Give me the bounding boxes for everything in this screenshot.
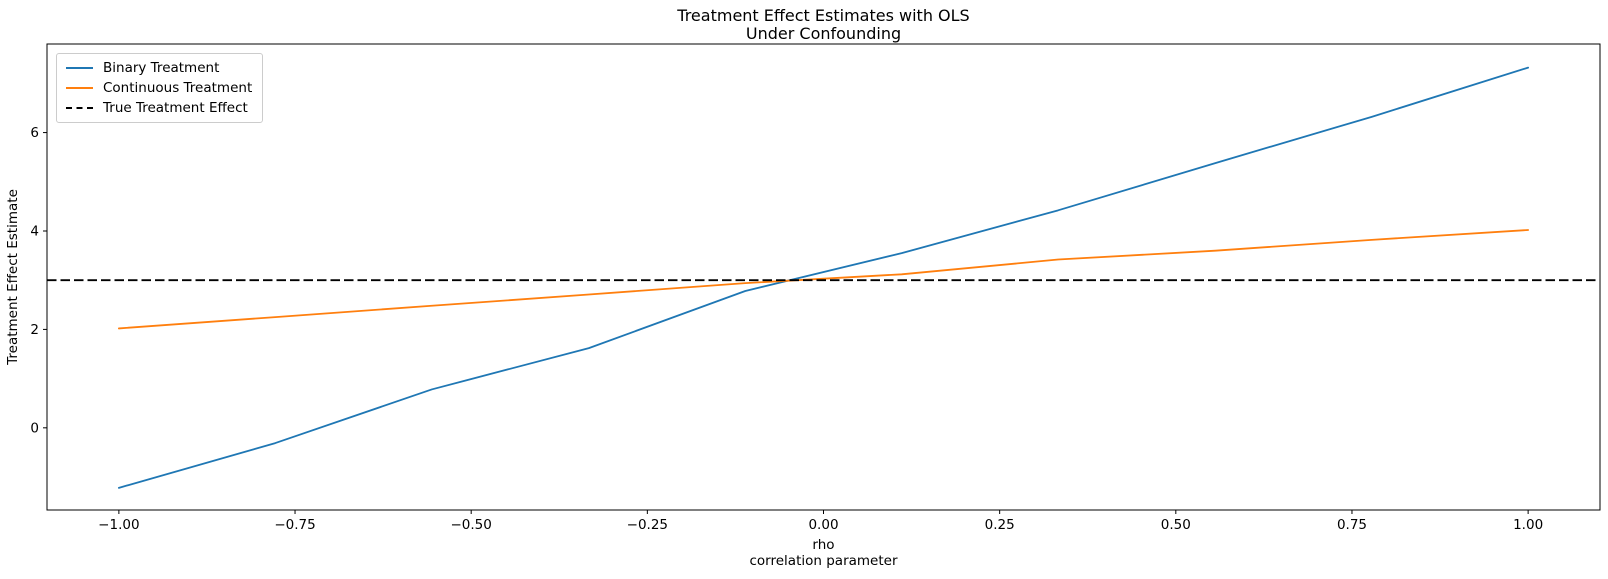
x-axis-tick-label: 0.50: [1161, 517, 1191, 533]
x-axis-tick-label: 1.00: [1513, 517, 1543, 533]
x-axis-tick-label: −0.25: [627, 517, 668, 533]
x-axis-tick-label: −0.75: [274, 517, 315, 533]
series-line-continuous-treatment: [117, 229, 1530, 330]
plot-frame: [46, 43, 1601, 511]
chart-title-line2: Under Confounding: [745, 23, 902, 43]
legend-item-binary-treatment: Binary Treatment: [66, 60, 252, 76]
y-axis-tick-label: 2: [30, 322, 39, 338]
legend-label: Continuous Treatment: [103, 80, 253, 96]
y-axis-tick-label: 6: [30, 125, 39, 141]
x-axis-tick-label: 0.00: [808, 517, 838, 533]
legend-label: True Treatment Effect: [103, 100, 248, 116]
legend-item-continuous-treatment: Continuous Treatment: [66, 80, 252, 96]
series-line-binary-treatment: [117, 66, 1530, 489]
x-axis-label: rho correlation parameter: [47, 537, 1600, 569]
x-axis-label-line1: rho: [812, 537, 835, 553]
legend: Binary Treatment Continuous Treatment Tr…: [56, 53, 264, 123]
y-axis-tick-label: 0: [30, 420, 39, 436]
x-axis-tick-label: −1.00: [98, 517, 139, 533]
x-axis-label-line2: correlation parameter: [749, 553, 898, 569]
legend-line-sample-icon: [66, 87, 93, 89]
y-axis-tick-label: 4: [30, 223, 39, 239]
chart-title: Treatment Effect Estimates with OLS Unde…: [47, 7, 1600, 42]
x-axis-tick-label: −0.50: [450, 517, 491, 533]
legend-item-true-treatment-effect: True Treatment Effect: [66, 100, 252, 116]
legend-label: Binary Treatment: [103, 60, 220, 76]
x-axis-tick-label: 0.25: [985, 517, 1015, 533]
legend-line-sample-icon: [66, 67, 93, 69]
x-axis-tick-label: 0.75: [1337, 517, 1367, 533]
legend-line-sample-icon: [66, 107, 93, 109]
y-axis-label: Treatment Effect Estimate: [5, 189, 21, 365]
chart-title-line1: Treatment Effect Estimates with OLS: [677, 6, 970, 25]
